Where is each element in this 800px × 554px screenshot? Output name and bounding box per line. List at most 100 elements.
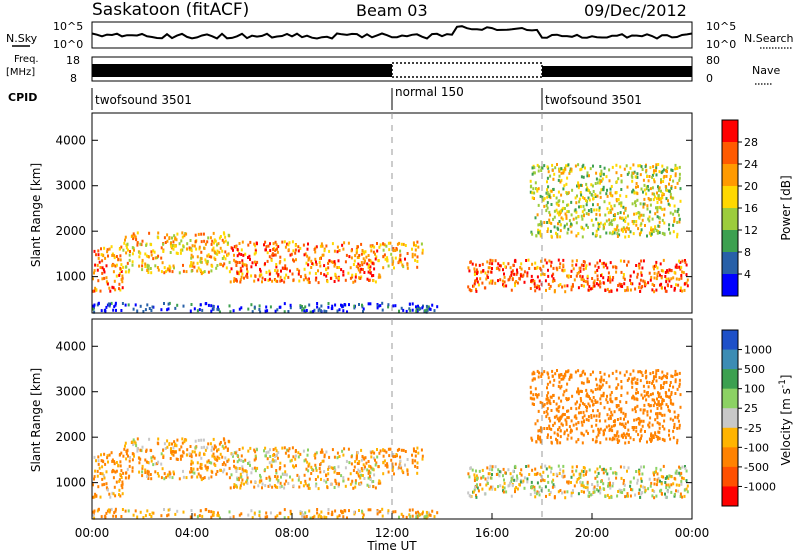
- velocity-cell: [567, 433, 570, 437]
- power-cell: [310, 266, 313, 269]
- power-cell: [531, 191, 534, 195]
- power-cell: [287, 243, 290, 247]
- velocity-cell: [656, 416, 659, 420]
- power-cell: [471, 262, 474, 266]
- velocity-cell: [619, 417, 622, 421]
- velocity-cell: [328, 455, 331, 459]
- power-cell: [253, 252, 256, 256]
- power-cell: [236, 261, 239, 264]
- velocity-cell: [581, 481, 584, 485]
- power-cell: [541, 166, 544, 170]
- velocity-cell: [289, 509, 292, 513]
- velocity-cell: [121, 492, 124, 496]
- power-cell: [608, 179, 611, 183]
- velocity-cell: [629, 436, 632, 440]
- velocity-cell: [271, 458, 274, 462]
- power-cell: [229, 280, 232, 284]
- velocity-cell: [219, 468, 222, 472]
- velocity-cell: [673, 410, 676, 414]
- power-cell: [661, 191, 664, 195]
- power-cell: [620, 188, 623, 191]
- velocity-cell: [643, 486, 646, 490]
- power-cell: [585, 212, 588, 216]
- velocity-cell: [467, 472, 470, 476]
- velocity-cell: [567, 480, 570, 484]
- power-cell: [132, 237, 135, 241]
- velocity-cell: [144, 471, 147, 474]
- velocity-cell: [172, 470, 175, 474]
- power-cell: [284, 264, 287, 268]
- velocity-cell: [668, 485, 671, 489]
- velocity-cell: [301, 511, 303, 514]
- power-cell: [415, 309, 418, 313]
- power-cell: [665, 169, 668, 173]
- velocity-cell: [548, 493, 551, 496]
- power-cell: [235, 260, 238, 264]
- power-cell: [196, 269, 199, 273]
- power-cell: [147, 271, 150, 274]
- power-cell: [311, 262, 314, 265]
- velocity-cell: [310, 465, 313, 469]
- velocity-cell: [587, 418, 590, 422]
- power-cell: [558, 213, 560, 217]
- velocity-cell: [623, 373, 626, 377]
- power-cell: [657, 185, 659, 189]
- velocity-cell: [118, 453, 121, 457]
- velocity-cell: [326, 478, 329, 481]
- velocity-cell: [247, 513, 250, 517]
- power-cell: [213, 241, 215, 245]
- velocity-cell: [166, 514, 169, 518]
- power-cell: [271, 253, 274, 257]
- power-cell: [598, 208, 601, 212]
- power-cell: [173, 266, 175, 270]
- velocity-cell: [581, 441, 584, 445]
- power-cell: [529, 287, 532, 290]
- power-cell: [400, 260, 403, 264]
- power-cell: [635, 223, 638, 227]
- power-cell: [533, 166, 536, 170]
- velocity-cell: [313, 454, 316, 457]
- power-cell: [548, 210, 551, 214]
- power-cell: [180, 239, 183, 243]
- power-cell: [598, 178, 601, 182]
- power-cell: [387, 305, 390, 309]
- power-cell: [251, 310, 254, 314]
- velocity-cell: [575, 416, 578, 420]
- velocity-cell: [673, 422, 676, 426]
- power-cell: [478, 263, 481, 267]
- power-cell: [643, 197, 646, 201]
- power-cell: [615, 228, 618, 232]
- power-cell: [97, 253, 100, 257]
- power-cell: [110, 245, 113, 249]
- velocity-cell: [579, 411, 582, 415]
- power-cell: [219, 246, 222, 250]
- velocity-cell: [193, 450, 196, 454]
- power-cell: [668, 268, 671, 272]
- velocity-cell: [321, 450, 324, 454]
- velocity-cell: [199, 509, 202, 513]
- power-cell: [625, 164, 628, 168]
- velocity-cell: [93, 495, 96, 499]
- power-cell: [360, 267, 363, 271]
- velocity-cell: [563, 413, 566, 416]
- power-cell: [417, 306, 420, 310]
- power-cell: [105, 276, 108, 280]
- freq-band-normal: [391, 62, 543, 78]
- velocity-cell: [567, 416, 570, 420]
- power-cell: [191, 255, 194, 259]
- power-cell: [118, 247, 121, 251]
- velocity-cell: [360, 467, 363, 470]
- velocity-cell: [473, 473, 476, 477]
- velocity-cell: [131, 458, 134, 462]
- power-cell: [616, 212, 619, 215]
- power-cell: [372, 262, 375, 266]
- velocity-cell: [362, 516, 364, 519]
- power-cell: [119, 288, 122, 292]
- velocity-cell: [556, 408, 559, 412]
- power-cell: [655, 260, 658, 264]
- power-cell: [211, 239, 214, 243]
- power-cell: [223, 232, 226, 236]
- velocity-cell: [649, 372, 652, 376]
- velocity-cell: [172, 453, 175, 457]
- velocity-cell: [369, 471, 372, 475]
